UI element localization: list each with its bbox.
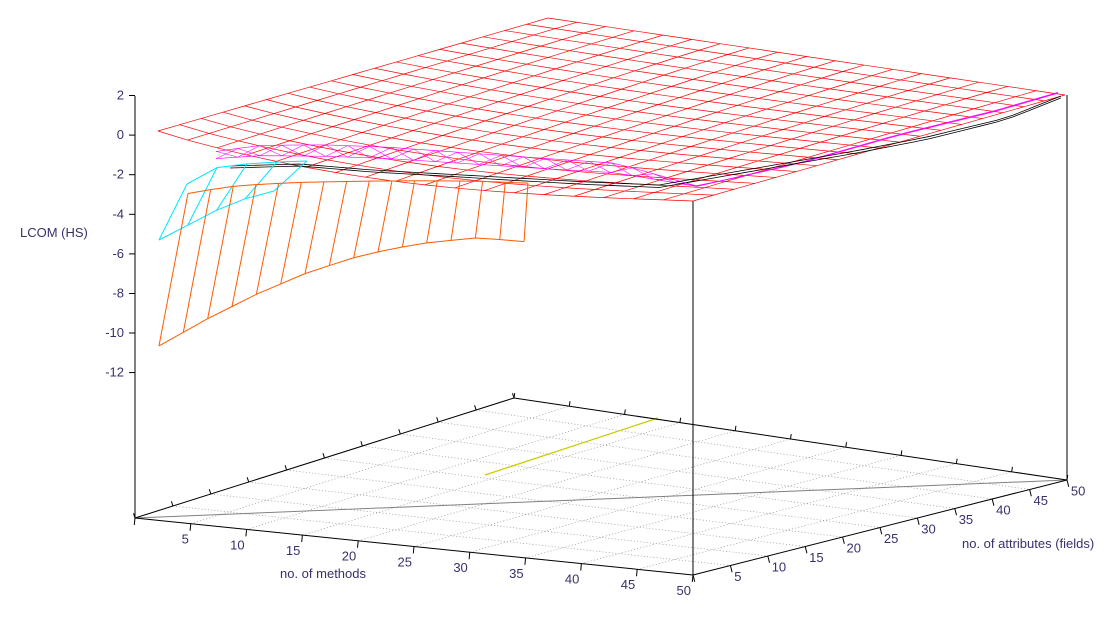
svg-text:10: 10 — [230, 537, 244, 552]
svg-text:40: 40 — [565, 572, 579, 587]
svg-text:15: 15 — [809, 550, 823, 565]
svg-text:-12: -12 — [105, 365, 124, 380]
svg-text:35: 35 — [509, 566, 523, 581]
svg-text:25: 25 — [398, 554, 412, 569]
svg-text:45: 45 — [621, 577, 635, 592]
svg-text:5: 5 — [182, 532, 189, 547]
svg-text:-6: -6 — [112, 246, 124, 261]
svg-text:25: 25 — [884, 531, 898, 546]
svg-text:50: 50 — [1071, 484, 1085, 499]
svg-text:30: 30 — [453, 560, 467, 575]
svg-text:35: 35 — [959, 512, 973, 527]
svg-text:-4: -4 — [112, 206, 124, 221]
svg-text:45: 45 — [1034, 493, 1048, 508]
svg-text:50: 50 — [677, 583, 691, 598]
svg-text:no. of attributes (fields): no. of attributes (fields) — [962, 536, 1094, 551]
svg-text:10: 10 — [772, 560, 786, 575]
svg-text:20: 20 — [847, 541, 861, 556]
svg-text:-2: -2 — [112, 167, 124, 182]
svg-text:no. of methods: no. of methods — [280, 566, 366, 581]
svg-text:-10: -10 — [105, 325, 124, 340]
svg-text:2: 2 — [117, 88, 124, 103]
svg-text:LCOM (HS): LCOM (HS) — [20, 225, 88, 240]
svg-text:0: 0 — [117, 127, 124, 142]
svg-text:30: 30 — [921, 522, 935, 537]
svg-text:-8: -8 — [112, 286, 124, 301]
svg-text:20: 20 — [342, 549, 356, 564]
svg-text:40: 40 — [996, 503, 1010, 518]
svg-text:15: 15 — [286, 543, 300, 558]
svg-text:5: 5 — [734, 569, 741, 584]
